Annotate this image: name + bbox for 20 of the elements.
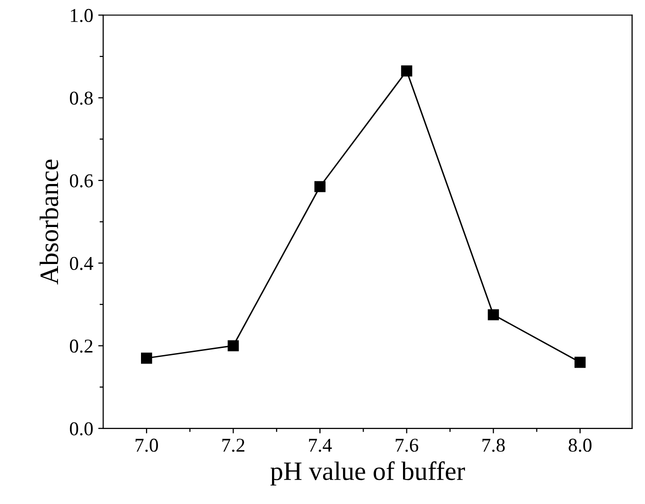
x-tick-label: 7.4 xyxy=(309,438,332,452)
point xyxy=(401,65,412,76)
y-tick-label: 0.0 xyxy=(70,422,93,436)
point xyxy=(228,340,239,352)
x-axis-title: pH value of buffer xyxy=(270,461,466,486)
y-axis-title: Absorbance xyxy=(40,160,58,285)
y-tick-label: 0.6 xyxy=(70,174,93,188)
x-tick-label: 7.0 xyxy=(136,438,158,452)
point xyxy=(140,352,152,364)
y-tick-label: 0.8 xyxy=(70,92,93,105)
x-tick-label: 7.2 xyxy=(222,438,244,452)
point xyxy=(314,181,326,192)
y-tick-label: 0.2 xyxy=(70,340,92,353)
x-tick-label: 8.0 xyxy=(568,438,592,452)
x-tick-label: 7.8 xyxy=(482,438,505,452)
point xyxy=(488,309,499,320)
y-tick-label: 1.0 xyxy=(70,8,93,22)
point xyxy=(574,356,586,368)
y-tick-label: 0.4 xyxy=(70,256,94,270)
x-tick-label: 7.6 xyxy=(396,438,418,452)
